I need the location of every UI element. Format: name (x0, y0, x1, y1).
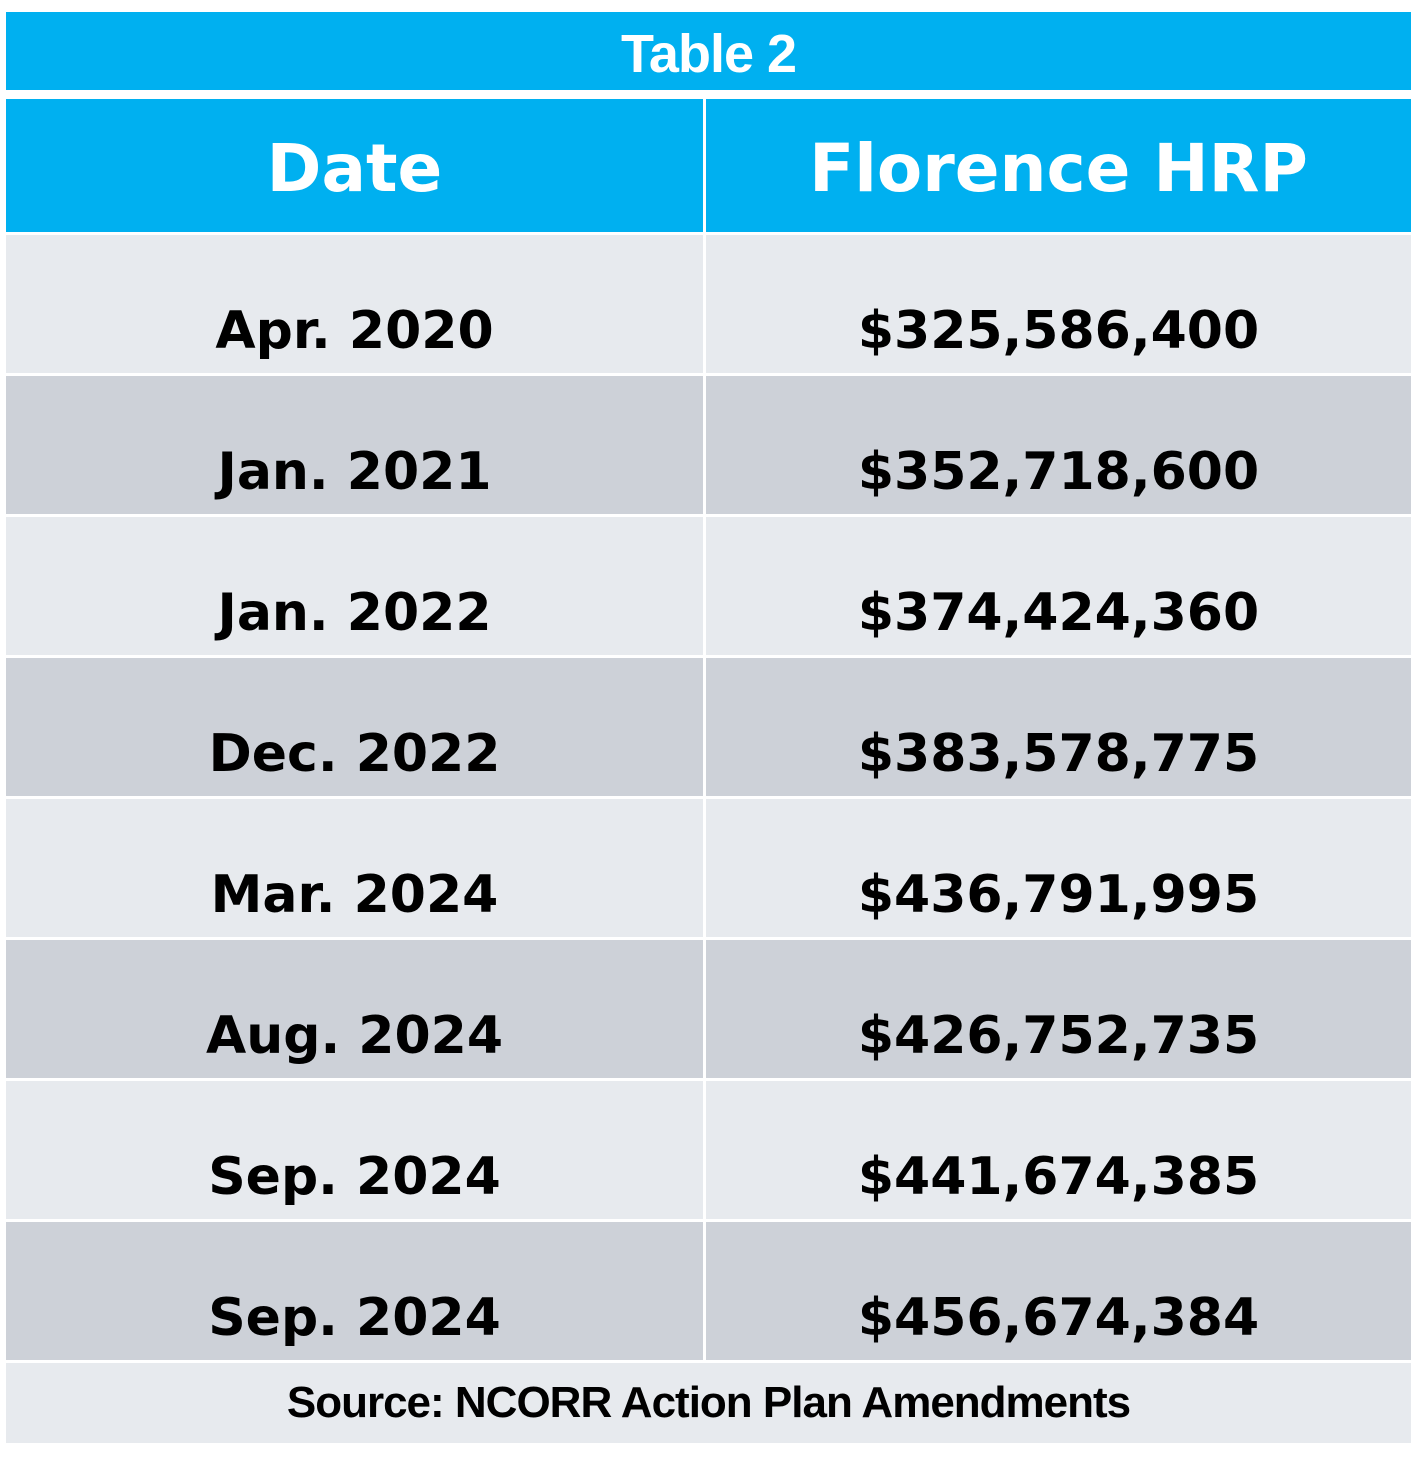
table-cell-date: Jan. 2021 (6, 376, 706, 517)
table-cell-date: Dec. 2022 (6, 658, 706, 799)
data-table: Date Florence HRP Apr. 2020 $325,586,400… (6, 99, 1411, 1363)
table-cell-amount: $456,674,384 (706, 1222, 1411, 1363)
title-divider (6, 90, 1411, 99)
table-container: Table 2 Date Florence HRP Apr. 2020 $325… (6, 12, 1411, 1443)
table-cell-amount: $436,791,995 (706, 799, 1411, 940)
column-header-florence-hrp: Florence HRP (706, 99, 1411, 235)
table-cell-amount: $383,578,775 (706, 658, 1411, 799)
table-cell-date: Apr. 2020 (6, 235, 706, 376)
table-cell-date: Aug. 2024 (6, 940, 706, 1081)
table-cell-amount: $325,586,400 (706, 235, 1411, 376)
table-cell-date: Mar. 2024 (6, 799, 706, 940)
column-header-date: Date (6, 99, 706, 235)
table-cell-amount: $352,718,600 (706, 376, 1411, 517)
table-title: Table 2 (6, 12, 1411, 90)
table-cell-amount: $426,752,735 (706, 940, 1411, 1081)
table-cell-amount: $374,424,360 (706, 517, 1411, 658)
table-cell-date: Sep. 2024 (6, 1081, 706, 1222)
table-cell-amount: $441,674,385 (706, 1081, 1411, 1222)
table-cell-date: Jan. 2022 (6, 517, 706, 658)
table-cell-date: Sep. 2024 (6, 1222, 706, 1363)
source-note: Source: NCORR Action Plan Amendments (6, 1363, 1411, 1443)
